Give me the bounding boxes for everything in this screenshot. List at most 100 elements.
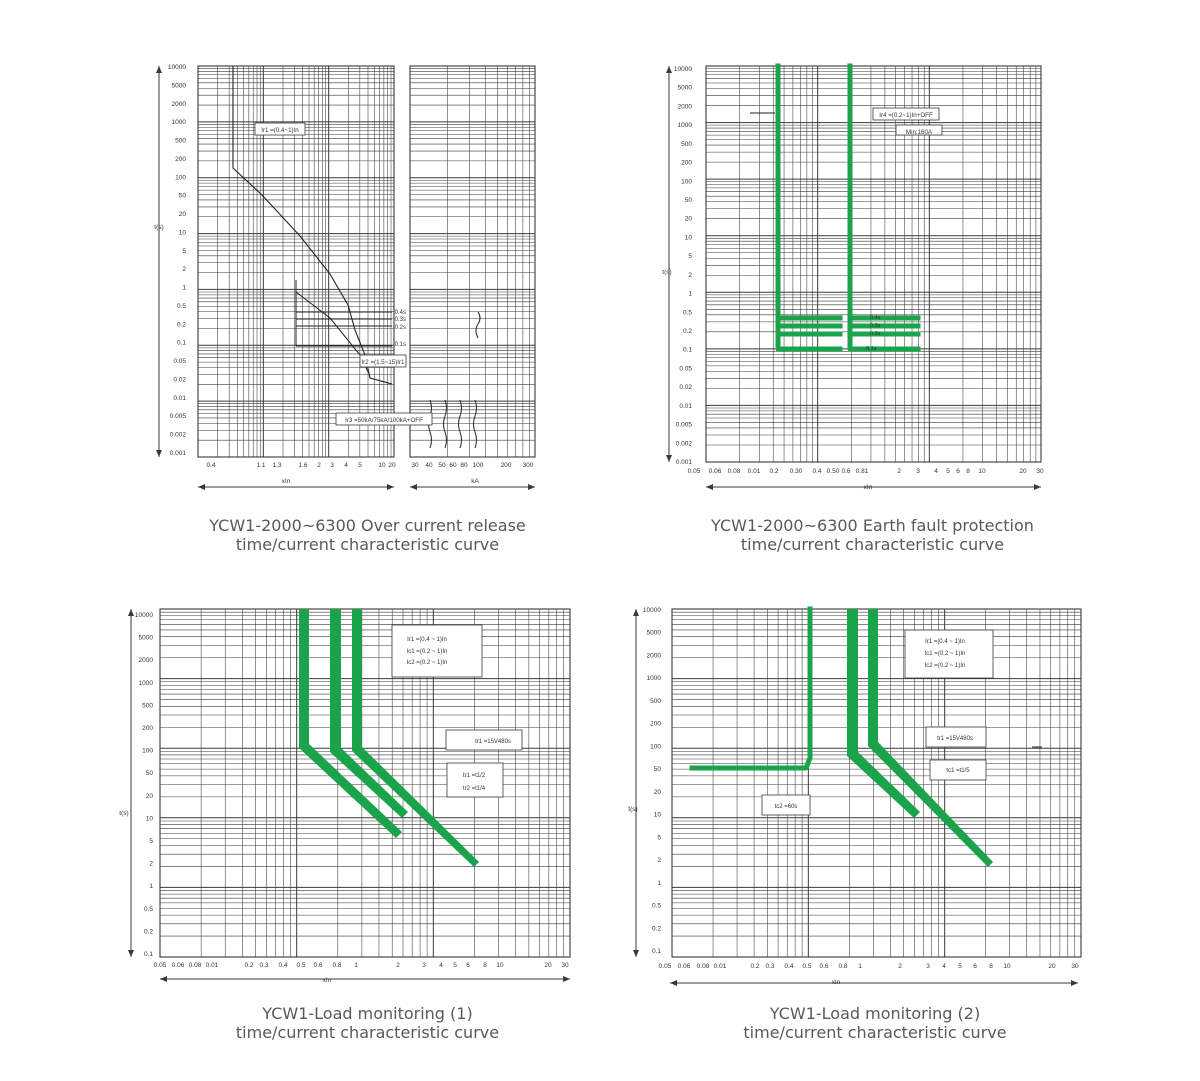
- lm2-ylabel: t(s): [628, 806, 637, 813]
- lm1-ytick-label: 0.2: [144, 928, 153, 935]
- lm2-ytick-label: 0.5: [652, 903, 661, 910]
- ef-xtick-label: 30: [1036, 468, 1044, 475]
- lm2-xtick-label: 0.01: [714, 963, 727, 970]
- lm2-xtick-label: 0.2: [750, 963, 759, 970]
- oc-annot-ir3-text: Ir3 =50kA/75kA/100kA+OFF: [345, 417, 423, 424]
- lm2-curve-1: [689, 606, 813, 771]
- oc-ka-xtick-label: 30: [411, 462, 419, 469]
- lm1-xtick-label: 8: [483, 962, 487, 969]
- oc-ytick-label: 0.2: [177, 321, 186, 328]
- oc-xtick-label: 5: [358, 462, 362, 469]
- lm1-xtick-label: 0.2: [244, 962, 253, 969]
- lm1-curve-2: [330, 609, 408, 818]
- oc-ytick-label: 0.005: [170, 413, 187, 420]
- lm2-annot-ic1: Ic1 =(0.2 ~ 1)In: [925, 651, 966, 657]
- ef-annot-02s: 0.2s: [870, 331, 881, 337]
- oc-x-axis-arrow-head: [198, 484, 205, 490]
- lm2-ytick-label: 200: [650, 721, 661, 728]
- oc-xtick-label: 1.3: [272, 462, 281, 469]
- ef-ytick-label: 2000: [678, 103, 693, 110]
- lm1-xtick-label: 0.3: [259, 962, 268, 969]
- lm2-y-axis-arrow-head: [633, 609, 639, 616]
- oc-annot-ir2-box: [359, 354, 407, 368]
- lm1-ytick-label: 1000: [139, 680, 154, 687]
- oc-instant-curve: [458, 399, 462, 449]
- lm2-x-axis-arrow-head: [1071, 980, 1078, 986]
- oc-ka-xtick-label: 300: [523, 462, 534, 469]
- ef-annot-ir4-box: [872, 107, 940, 121]
- caption-line1: YCW1-Load monitoring (2): [769, 1004, 981, 1023]
- lm1-ylabel: t(s): [119, 810, 128, 817]
- lm1-ytick-label: 5: [149, 838, 153, 845]
- caption-load-monitoring-2: YCW1-Load monitoring (2) time/current ch…: [665, 1004, 1085, 1042]
- oc-ytick-label: 0.02: [173, 376, 186, 383]
- ef-annot-03s: 0.3s: [870, 323, 881, 329]
- oc-annot-03s: 0.3s: [395, 317, 406, 323]
- chart-load-2-group: t(s)100005000200010005002001005020105210…: [628, 606, 1082, 986]
- oc-annot-ir2-text: Ir2 =(1.5~15)Ir1: [362, 359, 406, 366]
- ef-xtick-label: 3: [916, 468, 920, 475]
- ef-xtick-label: 0.01: [748, 468, 761, 475]
- ef-curve-right: [847, 63, 921, 352]
- oc-ytick-label: 1: [182, 285, 186, 292]
- oc-ytick-label: 0.05: [173, 358, 186, 365]
- ef-xtick-label: 0.4: [812, 468, 821, 475]
- caption-line2: time/current characteristic curve: [740, 535, 1005, 554]
- lm1-ytick-label: 5000: [139, 635, 154, 642]
- oc-xtick-label: 2: [317, 462, 321, 469]
- oc-xtick-label: 4: [344, 462, 348, 469]
- lm2-annot-ir1: Ir1 =(0.4 ~ 1)In: [925, 639, 965, 645]
- lm2-xtick-label: 10: [1003, 963, 1011, 970]
- lm1-ytick-label: 2000: [139, 657, 154, 664]
- oc-annot-02s: 0.2s: [395, 325, 406, 331]
- oc-ytick-label: 0.001: [170, 450, 187, 457]
- ef-xtick-label: 0.81: [856, 468, 869, 475]
- oc-xtick-label: 1.6: [298, 462, 307, 469]
- lm1-ytick-label: 10: [146, 815, 154, 822]
- oc-xlabel: xIn: [282, 478, 291, 485]
- ef-annot-01s: 0.1s: [866, 346, 877, 352]
- lm2-ytick-label: 10: [654, 812, 662, 819]
- lm1-ytick-label: 0.5: [144, 906, 153, 913]
- ef-ytick-label: 0.05: [679, 365, 692, 372]
- ef-ytick-label: 0.01: [679, 403, 692, 410]
- lm1-xtick-label: 0.06: [172, 962, 185, 969]
- lm1-xtick-label: 20: [544, 962, 552, 969]
- ef-ytick-label: 5: [688, 253, 692, 260]
- ef-xlabel: xIn: [864, 484, 873, 491]
- lm2-annot-tr1-box-box: [925, 726, 987, 748]
- oc-annot-01s: 0.1s: [395, 342, 406, 348]
- ef-xtick-label: 6: [956, 468, 960, 475]
- ef-xtick-label: 0.06: [709, 468, 722, 475]
- oc-instant-curve: [473, 399, 477, 449]
- ef-ytick-label: 0.005: [676, 422, 693, 429]
- lm1-ytick-label: 2: [149, 861, 153, 868]
- lm1-annot-tr-half: tr1 =t1/2: [463, 773, 486, 779]
- lm2-xlabel: xIn: [832, 979, 841, 986]
- lm1-x-axis-arrow-head: [563, 976, 570, 982]
- lm1-annot-ir1: Ir1 =(0.4 ~ 1)In: [407, 637, 447, 643]
- oc-instant-curve: [443, 399, 447, 449]
- ef-xtick-label: 0.6: [841, 468, 850, 475]
- oc-short-curve: [295, 291, 369, 373]
- oc-ytick-label: 2: [182, 266, 186, 273]
- oc-ka-label: kA: [471, 478, 479, 485]
- caption-over-current: YCW1-2000~6300 Over current release time…: [160, 516, 575, 554]
- oc-ka-xtick-label: 60: [449, 462, 457, 469]
- lm2-xtick-label: 2: [898, 963, 902, 970]
- lm2-xtick-label: 6: [973, 963, 977, 970]
- lm1-annot-tr1-box-box: [445, 729, 523, 751]
- lm1-annot-tr-box-box: [446, 762, 504, 798]
- chart-over-current-group: t(s)100005000200010005002001005020105210…: [154, 64, 536, 490]
- lm2-xtick-label: 8: [989, 963, 993, 970]
- ef-x-axis-arrow-head: [706, 484, 713, 490]
- oc-ka-xtick-label: 100: [473, 462, 484, 469]
- lm2-x-axis-arrow-head: [670, 980, 677, 986]
- ef-ytick-label: 1000: [678, 122, 693, 129]
- lm1-ytick-label: 0.1: [144, 951, 153, 958]
- ef-ytick-label: 5000: [678, 85, 693, 92]
- caption-line1: YCW1-2000~6300 Over current release: [209, 516, 526, 535]
- lm1-xtick-label: 5: [453, 962, 457, 969]
- oc-ka-axis-arrow-head: [410, 484, 417, 490]
- lm2-annot-box-box: [904, 629, 994, 679]
